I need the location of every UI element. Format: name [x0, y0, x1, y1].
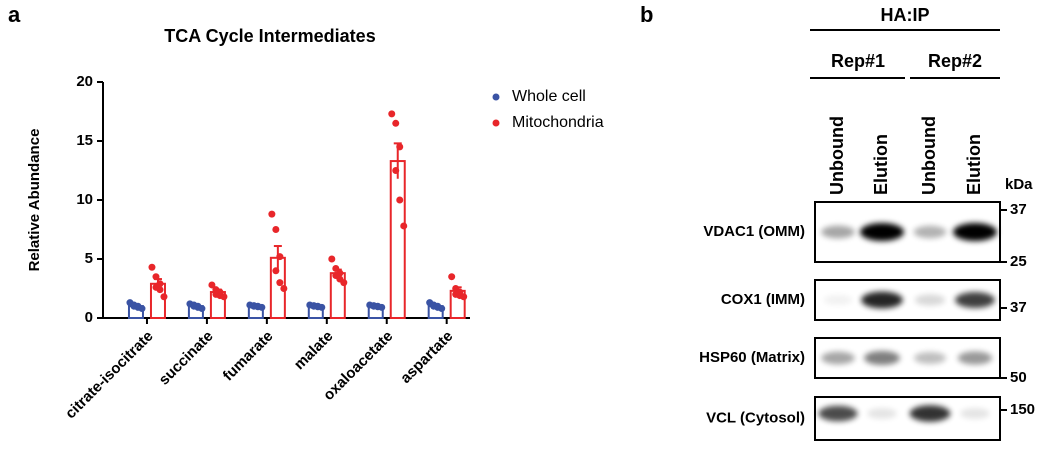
legend-label: Mitochondria — [512, 114, 604, 131]
data-point — [400, 222, 408, 230]
blot-band — [957, 351, 993, 365]
blot-header: HA:IP — [881, 5, 930, 25]
data-point — [328, 255, 336, 263]
blot-band — [821, 351, 855, 365]
row-label: COX1 (IMM) — [721, 291, 805, 308]
data-point — [152, 273, 160, 281]
data-point — [340, 279, 348, 287]
blot-frame — [814, 279, 1001, 321]
blot-band — [953, 223, 997, 241]
row-label: VCL (Cytosol) — [706, 409, 805, 426]
data-point — [378, 303, 386, 311]
bar — [389, 160, 406, 319]
lane-label: Elution — [964, 134, 984, 195]
y-tick-label: 10 — [76, 191, 93, 208]
data-point — [138, 305, 146, 313]
row-label: HSP60 (Matrix) — [699, 349, 805, 366]
y-tick-label: 20 — [76, 73, 93, 90]
data-point — [198, 305, 206, 313]
chart-title: TCA Cycle Intermediates — [164, 26, 375, 46]
y-tick-label: 0 — [85, 309, 93, 326]
marker-label: 50 — [1010, 369, 1027, 386]
x-tick-label: malate — [291, 328, 337, 374]
x-tick-label: citrate-isocitrate — [62, 328, 157, 423]
blot-frame — [814, 201, 1001, 263]
data-point — [392, 167, 400, 174]
data-point — [148, 263, 156, 271]
marker-label: 25 — [1010, 253, 1027, 270]
blot-band — [913, 225, 947, 239]
y-tick-label: 5 — [85, 250, 93, 267]
data-point — [332, 264, 340, 272]
blot-frame — [814, 337, 1001, 379]
data-point — [396, 196, 404, 204]
data-point — [272, 226, 280, 233]
blot-band — [909, 405, 951, 422]
data-point — [396, 143, 404, 151]
lane-label: Elution — [871, 134, 891, 195]
data-point — [448, 273, 456, 281]
marker-label: 37 — [1010, 299, 1027, 316]
blot-band — [823, 294, 853, 306]
blot-band — [960, 408, 990, 419]
x-tick-label: aspartate — [397, 328, 456, 387]
data-point — [160, 293, 168, 301]
blot-band — [860, 223, 904, 241]
data-point — [276, 253, 284, 261]
legend-marker — [492, 119, 500, 127]
data-point — [272, 267, 280, 275]
blot-band — [955, 292, 995, 308]
blot-band — [861, 291, 903, 309]
data-point — [208, 281, 216, 289]
data-point — [220, 293, 228, 301]
blot-band — [821, 225, 855, 239]
x-tick-label: fumarate — [220, 328, 277, 385]
panel-letter: b — [640, 2, 653, 27]
marker-label: 150 — [1010, 401, 1035, 418]
unit-label: kDa — [1005, 176, 1033, 193]
blot-band — [867, 408, 897, 419]
data-point — [460, 293, 468, 301]
data-point — [276, 279, 284, 287]
row-label: VDAC1 (OMM) — [703, 223, 805, 240]
data-point — [268, 210, 276, 218]
data-point — [318, 303, 326, 311]
data-point — [156, 286, 164, 294]
lane-label: Unbound — [919, 116, 939, 195]
replicate-label: Rep#2 — [928, 51, 982, 71]
y-tick-label: 15 — [76, 132, 93, 149]
data-point — [438, 305, 446, 313]
legend-marker — [492, 93, 500, 101]
lane-label: Unbound — [827, 116, 847, 195]
replicate-label: Rep#1 — [831, 51, 885, 71]
marker-label: 37 — [1010, 201, 1027, 218]
blot-band — [864, 351, 900, 365]
panel-letter: a — [8, 2, 21, 27]
x-tick-label: succinate — [156, 328, 217, 389]
blot-frame — [814, 396, 1001, 441]
blot-band — [914, 352, 946, 364]
data-point — [258, 303, 266, 311]
y-axis-label: Relative Abundance — [26, 129, 43, 272]
legend-label: Whole cell — [512, 88, 586, 105]
data-point — [392, 119, 400, 127]
data-point — [280, 285, 288, 292]
blot-band — [914, 294, 946, 306]
data-point — [388, 110, 396, 118]
blot-band — [818, 405, 858, 422]
